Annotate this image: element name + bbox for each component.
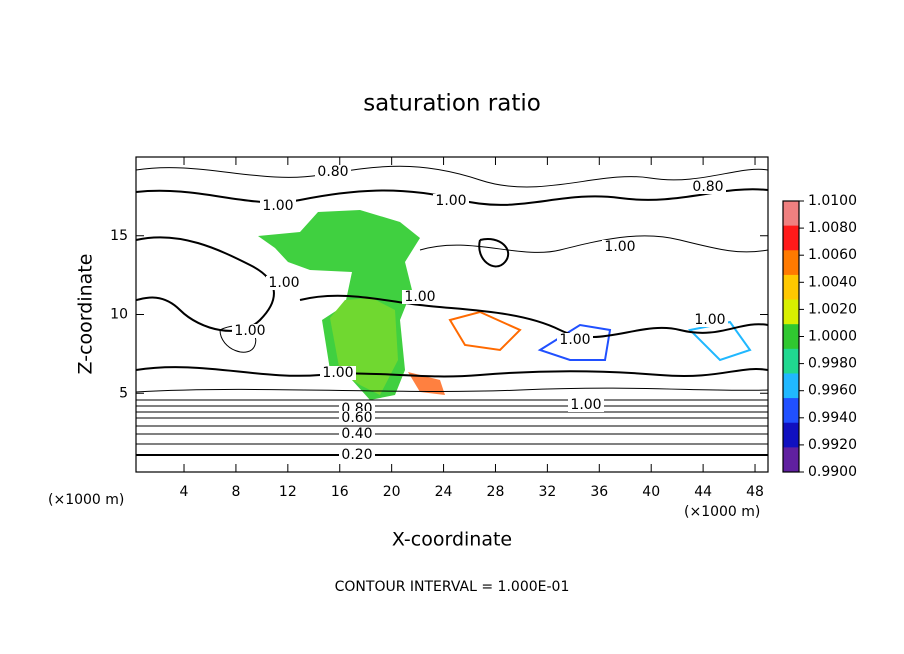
colorbar-tick-label: 0.9980 [808, 356, 857, 372]
edge-band [448, 310, 522, 352]
contour-label: 0.40 [341, 426, 372, 442]
contour-label-bg [690, 180, 726, 194]
contour-label: 1.00 [404, 289, 435, 305]
contour-label: 1.00 [559, 332, 590, 348]
contour-label-bg [232, 324, 268, 338]
colorbar-tick-label: 0.9940 [808, 410, 857, 426]
colorbar-band [783, 299, 799, 325]
colorbar-band [783, 422, 799, 448]
contour-label-bg [339, 448, 375, 462]
x-tick-label: 16 [331, 484, 349, 500]
contour-label: 0.20 [341, 447, 372, 463]
colorbar-tick-label: 0.9960 [808, 383, 857, 399]
x-tick-label: 40 [642, 484, 660, 500]
contour-label: 1.00 [435, 193, 466, 209]
y-tick-label: 10 [110, 307, 128, 323]
colorbar-band [783, 250, 799, 276]
contour-label-bg [260, 199, 296, 213]
colorbar-tick-label: 0.9920 [808, 437, 857, 453]
colorbar-band [783, 348, 799, 374]
colorbar-tick-label: 1.0100 [808, 193, 857, 209]
y-axis-title: Z-coordinate [75, 254, 97, 375]
colorbar-tick-label: 1.0060 [808, 247, 857, 263]
contour-label-bg [320, 366, 356, 380]
y-tick-label: 15 [110, 228, 128, 244]
colorbar-band [783, 373, 799, 399]
x-tick-label: 48 [746, 484, 764, 500]
contour-label: 0.80 [692, 179, 723, 195]
contour-label-bg [339, 411, 375, 425]
contour-label: 1.00 [262, 198, 293, 214]
x-unit-label: (×1000 m) [684, 504, 760, 520]
contour-label-bg [602, 240, 638, 254]
contour-label-bg [568, 398, 604, 412]
colorbar-band [783, 324, 799, 350]
contour-label-bg [433, 194, 469, 208]
x-tick-label: 32 [538, 484, 556, 500]
colorbar-band [783, 274, 799, 301]
x-tick-label: 20 [383, 484, 401, 500]
contour-label: 1.00 [604, 239, 635, 255]
x-axis-title: X-coordinate [392, 529, 512, 551]
contour-label: 1.00 [322, 365, 353, 381]
contour-label: 1.00 [268, 275, 299, 291]
contour-label: 1.00 [234, 323, 265, 339]
contour-label-bg [315, 165, 351, 179]
chart-title: saturation ratio [363, 91, 541, 117]
x-tick-label: 36 [590, 484, 608, 500]
x-tick-label: 28 [487, 484, 505, 500]
colorbar-tick-label: 1.0020 [808, 301, 857, 317]
x-tick-label: 12 [279, 484, 297, 500]
contour-label-bg [402, 290, 438, 304]
colorbar-band [783, 398, 799, 424]
x-tick-label: 24 [435, 484, 453, 500]
x-tick-label: 8 [231, 484, 240, 500]
contour-lines [135, 165, 769, 456]
colorbar-band [783, 225, 799, 251]
contour-label: 1.00 [570, 397, 601, 413]
contour-label: 0.80 [317, 164, 348, 180]
colorbar-tick-label: 1.0000 [808, 329, 857, 345]
contour-label: 1.00 [694, 312, 725, 328]
y-tick-label: 5 [119, 385, 128, 401]
supersaturated-region [408, 372, 445, 395]
x-tick-label: 44 [694, 484, 712, 500]
contour-label: 0.60 [341, 410, 372, 426]
colorbar-tick-label: 1.0080 [808, 220, 857, 236]
colorbar-tick-label: 1.0040 [808, 274, 857, 290]
colorbar-band [783, 447, 799, 473]
x-tick-label: 4 [180, 484, 189, 500]
contour-label-bg [557, 333, 593, 347]
colorbar-band [783, 201, 799, 227]
footer-note: CONTOUR INTERVAL = 1.000E-01 [335, 579, 570, 595]
colorbar-tick-label: 0.9900 [808, 464, 857, 480]
contour-label-bg [692, 313, 728, 327]
edge-band [537, 323, 612, 361]
contour-label-bg [266, 276, 302, 290]
x-unit-label: (×1000 m) [48, 492, 124, 508]
contour-label-bg [339, 427, 375, 441]
